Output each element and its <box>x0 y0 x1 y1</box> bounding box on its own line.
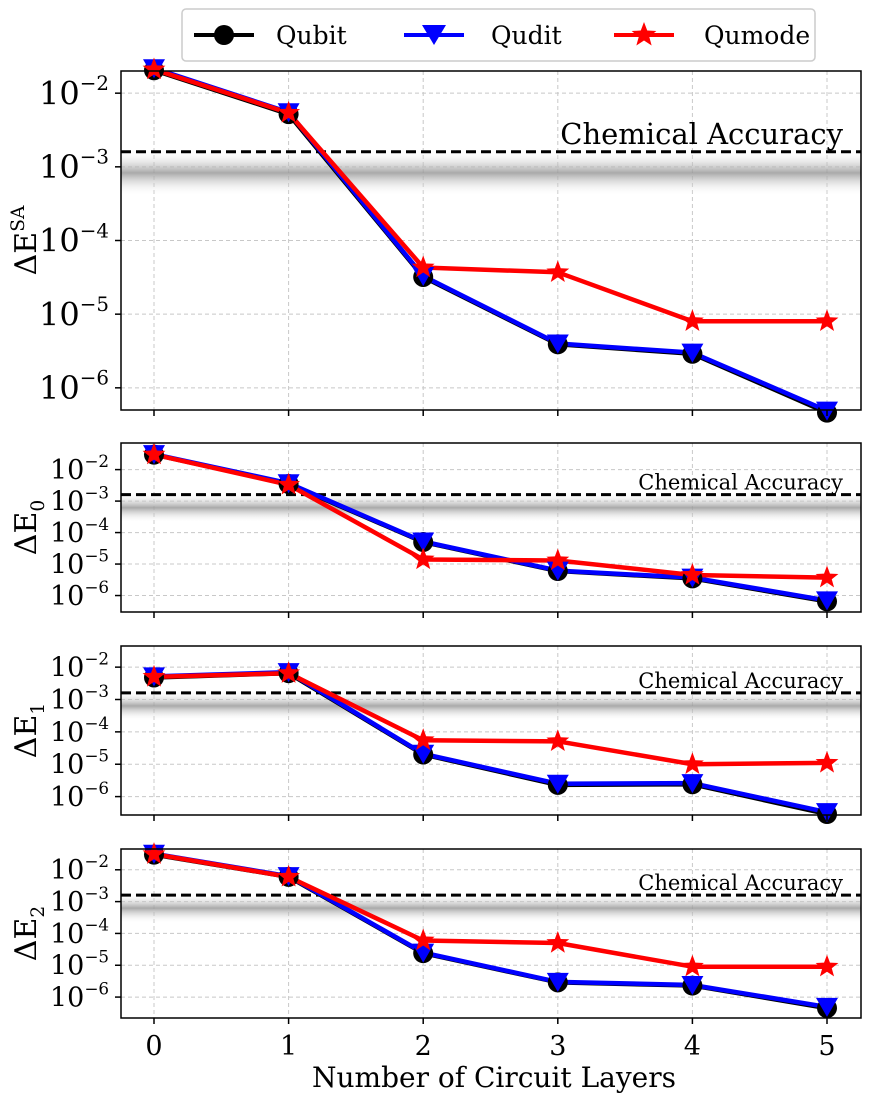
qumode-point <box>277 661 301 683</box>
y-tick-label: 10−4 <box>50 713 109 748</box>
y-axis-label: ΔE1 <box>9 703 49 758</box>
qudit-point <box>816 997 838 1017</box>
x-tick-label: 1 <box>280 1031 297 1062</box>
y-tick-label: 10−4 <box>50 915 109 950</box>
qumode-point <box>142 664 166 687</box>
legend-entry-qudit: Qudit <box>404 21 562 50</box>
x-tick-label: 0 <box>145 1031 162 1062</box>
qudit-point <box>546 972 569 992</box>
qumode-point <box>277 864 301 887</box>
qumode-point <box>815 309 839 332</box>
legend-triangle-marker-icon <box>422 25 446 45</box>
qudit-point <box>546 774 569 794</box>
qumode-point <box>680 954 704 977</box>
legend-star-marker-icon <box>631 22 657 46</box>
qudit-point <box>681 343 704 363</box>
legend-label-qumode: Qumode <box>704 21 810 50</box>
y-tick-label: 10−5 <box>50 947 109 982</box>
y-tick-label: 10−5 <box>50 746 109 781</box>
y-tick-label: 10−2 <box>50 451 109 486</box>
y-tick-label: 10−3 <box>50 681 109 716</box>
qumode-point <box>411 928 435 951</box>
qumode-point <box>815 565 839 588</box>
axes-frame <box>120 442 862 613</box>
qumode-point <box>546 931 570 953</box>
x-tick-label: 2 <box>415 1031 432 1062</box>
series-line-qumode <box>153 670 828 767</box>
qumode-point <box>680 562 704 585</box>
y-axis-label: ΔESA <box>8 205 44 275</box>
x-tick-label: 5 <box>818 1031 835 1062</box>
qudit-point <box>546 334 569 354</box>
qumode-point <box>142 57 166 80</box>
qudit-point <box>681 774 704 794</box>
y-tick-label: 10−2 <box>50 648 109 683</box>
y-tick-label: 10−6 <box>50 577 109 612</box>
qudit-point <box>412 532 435 552</box>
qudit-point <box>816 591 838 611</box>
y-axis-label: ΔE0 <box>9 500 49 555</box>
qudit-point <box>816 803 838 823</box>
y-axis-label: ΔE2 <box>9 906 49 961</box>
qumode-point <box>815 750 839 773</box>
x-tick-label: 3 <box>549 1031 566 1062</box>
panel-3: Chemical Accuracy 0 1 2 3 4 5 10−610−510−410−31… <box>9 842 862 1062</box>
y-tick-label: 10−6 <box>50 778 109 813</box>
y-tick-label: 10−3 <box>39 146 109 186</box>
qumode-point <box>546 548 570 571</box>
y-tick-label: 10−3 <box>50 883 109 918</box>
chemical-accuracy-band <box>121 690 861 721</box>
chemical-accuracy-label: Chemical Accuracy <box>638 471 843 495</box>
y-tick-label: 10−2 <box>39 72 109 112</box>
y-tick-label: 10−4 <box>39 219 109 259</box>
y-tick-label: 10−4 <box>50 514 109 549</box>
y-tick-label: 10−5 <box>50 545 109 580</box>
qumode-point <box>142 842 166 864</box>
legend-circle-marker-icon <box>214 25 234 45</box>
axes-frame <box>120 645 862 816</box>
x-axis-label: Number of Circuit Layers <box>312 1061 676 1094</box>
qumode-point <box>411 728 435 750</box>
qumode-point <box>411 255 435 278</box>
x-tick-label: 4 <box>684 1031 701 1062</box>
legend-label-qubit: Qubit <box>276 21 347 50</box>
panels: Chemical Accuracy10−610−510−410−310−2ΔES… <box>8 57 862 1062</box>
qumode-point <box>411 547 435 570</box>
qumode-point <box>680 752 704 774</box>
qudit-point <box>681 975 704 995</box>
chemical-accuracy-band <box>121 893 861 924</box>
y-tick-label: 10−5 <box>39 293 109 333</box>
qumode-point <box>142 442 166 465</box>
y-tick-label: 10−6 <box>50 978 109 1013</box>
legend-frame <box>181 8 816 62</box>
qumode-point <box>815 954 839 977</box>
qudit-point <box>412 744 435 764</box>
chemical-accuracy-band <box>121 492 861 523</box>
qumode-point <box>277 472 301 495</box>
legend-entry-qumode: Qumode <box>614 21 810 50</box>
qumode-point <box>546 729 570 752</box>
chemical-accuracy-band <box>121 149 861 196</box>
legend-entry-qubit: Qubit <box>194 21 347 50</box>
y-tick-label: 10−2 <box>50 851 109 886</box>
legend: Qubit Qudit Qumode <box>181 8 816 62</box>
panel-0: Chemical Accuracy 10−6 10−5 10−4 10−3 10−2 ΔES… <box>8 57 862 423</box>
chemical-accuracy-label: Chemical Accuracy <box>638 669 843 693</box>
y-tick-label: 10−6 <box>39 367 109 407</box>
qumode-point <box>546 260 570 283</box>
series-line-qumode <box>153 851 827 969</box>
legend-label-qudit: Qudit <box>491 21 562 50</box>
series-line-qumode <box>153 452 828 580</box>
chemical-accuracy-label: Chemical Accuracy <box>560 117 843 151</box>
chemical-accuracy-label: Chemical Accuracy <box>638 871 843 895</box>
series-line-qumode <box>153 71 827 324</box>
y-tick-label: 10−3 <box>50 482 109 517</box>
qumode-point <box>680 309 704 332</box>
qumode-point <box>277 100 301 123</box>
